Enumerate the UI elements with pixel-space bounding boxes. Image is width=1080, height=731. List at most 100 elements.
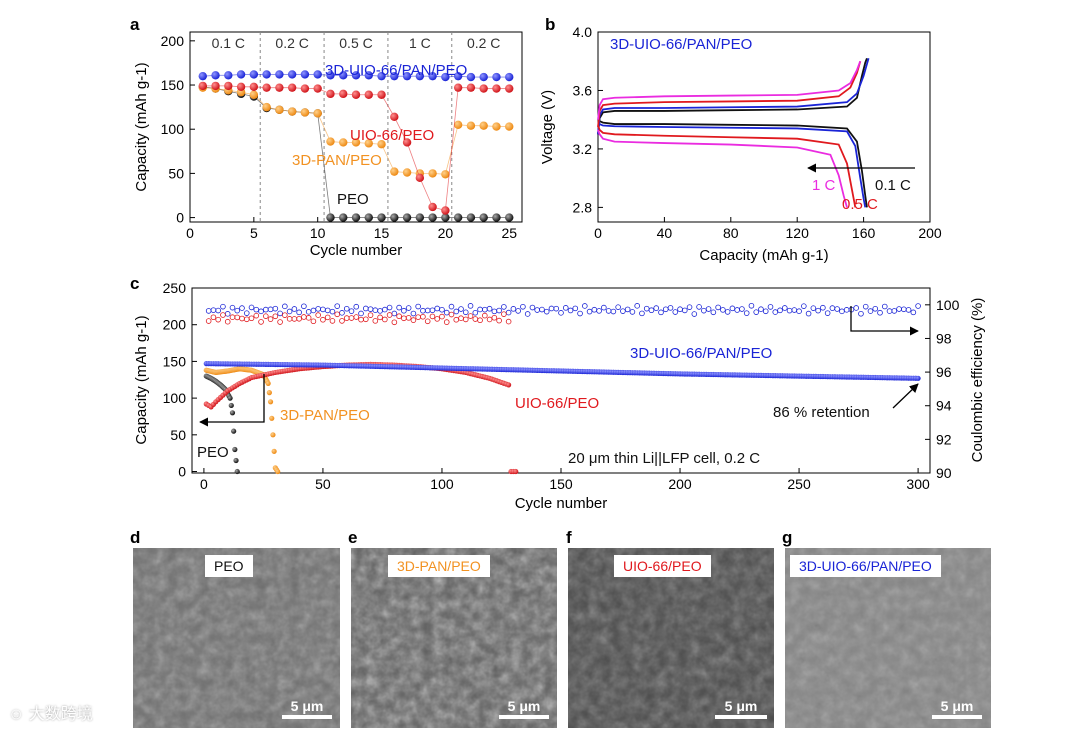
c-capacity-point-orange [269, 415, 275, 421]
c-ce-arrow [850, 306, 919, 336]
c-ce-point-blue [224, 311, 231, 317]
b-xtick-label: 200 [918, 225, 942, 241]
c-ce-point-blue [258, 308, 264, 315]
a-ylabel: Capacity (mAh g-1) [133, 62, 150, 191]
c-ce-point-blue [272, 305, 279, 312]
a-point-red [275, 83, 284, 92]
c-xtick-label: 200 [668, 476, 692, 492]
b-curve-black-discharge [597, 119, 868, 208]
c-ce-point-red [315, 312, 321, 318]
c-ce-point-blue [448, 303, 455, 310]
c-ce-point-blue [486, 305, 493, 312]
c-ce-point-blue [701, 307, 707, 314]
c-xtick-label: 0 [200, 476, 208, 492]
c-ce-point-blue [215, 307, 221, 314]
c-ce-point-blue [305, 309, 312, 315]
b-xlabel: Capacity (mAh g-1) [699, 247, 828, 264]
c-ce-point-blue [672, 309, 679, 315]
c-ce-point-red [424, 318, 431, 325]
a-point-blue [402, 71, 412, 81]
a-point-black [339, 213, 348, 222]
c-ce-point-blue [910, 309, 917, 316]
a-point-orange [326, 137, 335, 146]
c-ce-point-blue [834, 306, 840, 312]
c-ce-point-blue [286, 308, 293, 315]
c-ce-point-red [443, 319, 450, 325]
c-ce-point-blue [791, 307, 798, 313]
c-ce-point-blue [377, 308, 383, 314]
c-ce-point-blue [877, 309, 883, 316]
c-ce-point-blue [210, 307, 217, 313]
a-point-blue [313, 70, 322, 79]
c-ce-point-blue [386, 304, 393, 311]
c-ce-point-blue [391, 310, 398, 317]
a-point-orange [351, 138, 361, 147]
c-ce-point-blue [267, 306, 274, 313]
c-ce-point-blue [324, 307, 331, 314]
c-ce-point-red [277, 319, 283, 325]
a-point-blue [441, 72, 450, 82]
c-ce-point-red [343, 315, 350, 321]
b-xtick-label: 120 [786, 225, 810, 241]
a-point-black [326, 213, 335, 222]
c-ce-point-blue [620, 308, 626, 314]
c-ce-point-blue [648, 307, 655, 314]
c-ce-point-blue [810, 305, 817, 311]
c-ce-point-blue [410, 310, 417, 317]
a-point-orange [300, 108, 310, 117]
c-ce-point-blue [786, 307, 793, 314]
a-point-red [377, 90, 386, 99]
c-ce-point-blue [334, 303, 341, 309]
c-y2tick-label: 96 [936, 364, 952, 380]
c-ce-point-blue [443, 309, 450, 316]
a-point-blue [275, 70, 284, 79]
a-point-black [505, 213, 514, 222]
c-ce-point-blue [510, 306, 517, 312]
c-ce-point-blue [301, 303, 307, 310]
a-point-red [466, 83, 476, 92]
c-ce-point-blue [320, 306, 326, 313]
c-ce-point-blue [401, 307, 407, 314]
c-capacity-point-orange [275, 468, 281, 475]
sem-label-g: 3D-UIO-66/PAN/PEO [790, 555, 941, 577]
c-ce-point-red [215, 316, 221, 323]
c-ce-point-blue [548, 305, 555, 312]
c-ce-point-red [377, 314, 383, 321]
sem-label-e: 3D-PAN/PEO [388, 555, 490, 577]
c-legend-black: PEO [197, 444, 229, 461]
c-ce-point-blue [758, 306, 764, 312]
a-point-orange [339, 138, 348, 147]
c-ce-point-blue [734, 307, 740, 313]
c-ce-point-blue [829, 305, 836, 311]
c-y2tick-label: 94 [936, 398, 952, 414]
a-point-red [453, 83, 463, 92]
c-ce-point-red [362, 316, 369, 323]
a-point-orange [505, 122, 514, 131]
c-ce-point-red [491, 314, 498, 321]
b-label-1c: 1 C [812, 177, 836, 194]
c-ce-point-blue [282, 303, 288, 310]
a-point-red [351, 90, 361, 99]
c-ce-point-blue [567, 307, 574, 314]
c-ce-point-red [420, 313, 426, 320]
a-point-red [492, 84, 501, 93]
c-ce-point-blue [610, 308, 617, 315]
a-point-orange [441, 170, 450, 179]
a-point-orange [287, 107, 297, 116]
b-ytick-label: 4.0 [573, 24, 593, 40]
c-capacity-point-black [229, 410, 236, 416]
a-point-red [339, 89, 348, 99]
a-point-blue [415, 71, 425, 81]
c-ce-point-red [253, 312, 260, 319]
a-point-black [466, 213, 476, 222]
c-y2tick-label: 100 [936, 297, 960, 313]
c-ce-point-red [439, 313, 445, 320]
c-ce-point-red [210, 314, 217, 321]
c-ce-point-red [248, 315, 255, 322]
a-point-black [441, 213, 450, 222]
a-point-red [300, 84, 310, 93]
a-point-blue [300, 70, 310, 79]
c-ce-point-blue [824, 310, 831, 316]
a-point-red [441, 206, 450, 215]
c-ce-point-red [496, 317, 502, 324]
